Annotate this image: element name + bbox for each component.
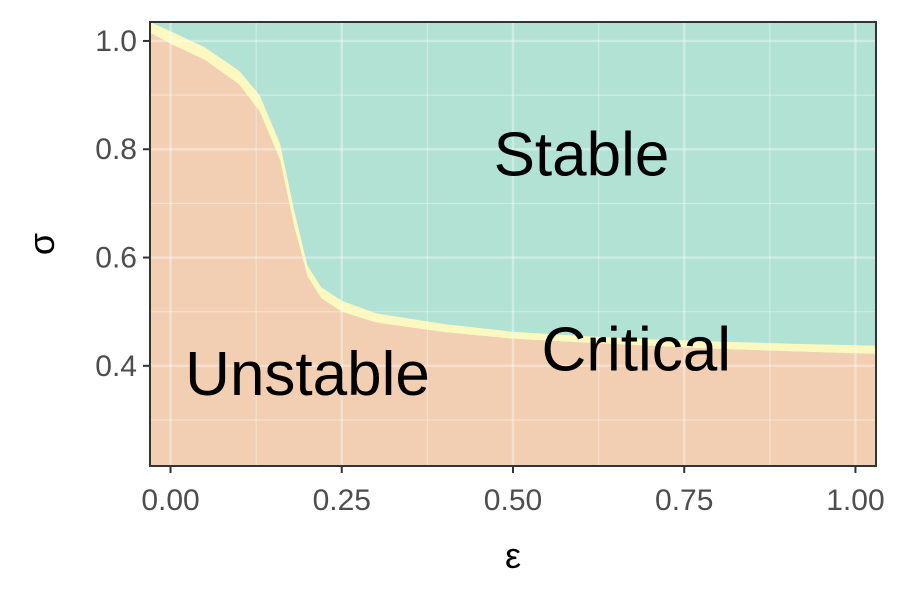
grid-lines [150, 22, 876, 466]
y-tick-label: 0.6 [95, 242, 137, 275]
y-tick-label: 0.4 [95, 350, 137, 383]
x-tick-label: 0.50 [484, 484, 542, 517]
critical-region-label: Critical [542, 316, 731, 385]
region-labels: Stable Critical Unstable [185, 121, 731, 409]
x-tick-label: 0.25 [313, 484, 371, 517]
unstable-region-label: Unstable [185, 340, 430, 409]
stable-region-label: Stable [494, 121, 670, 190]
y-axis: 0.4 0.6 0.8 1.0 [95, 25, 150, 383]
y-tick-label: 0.8 [95, 133, 137, 166]
x-tick-label: 0.00 [141, 484, 199, 517]
x-tick-label: 0.75 [655, 484, 713, 517]
x-axis-title: ε [505, 535, 521, 576]
x-axis: 0.00 0.25 0.50 0.75 1.00 [141, 466, 885, 517]
x-tick-label: 1.00 [826, 484, 884, 517]
y-axis-title: σ [21, 233, 62, 255]
unstable-region [150, 32, 876, 466]
y-tick-label: 1.0 [95, 25, 137, 58]
